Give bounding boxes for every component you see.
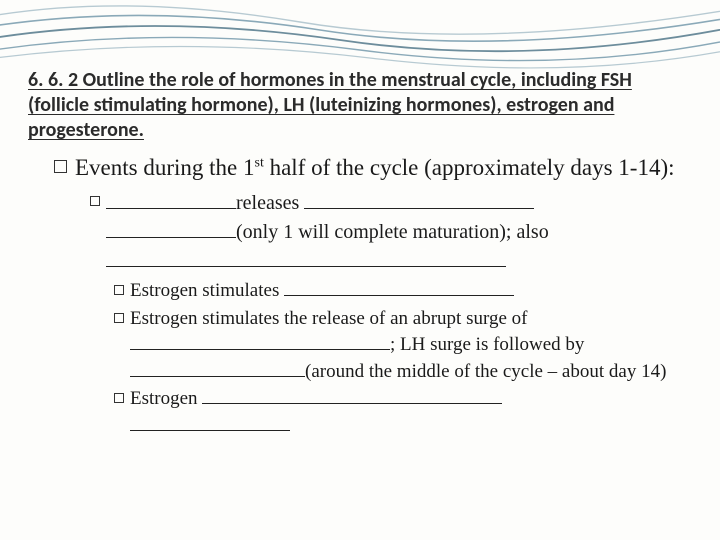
fill-blank [130, 332, 390, 350]
level2-text: releases (only 1 will complete maturatio… [106, 189, 549, 276]
level3-text-c: Estrogen [130, 386, 502, 439]
level3-group: Estrogen stimulates Estrogen stimulates … [114, 278, 692, 440]
l1-post: half of the cycle (approximately days 1-… [264, 155, 675, 180]
level1-text: Events during the 1st half of the cycle … [75, 153, 675, 183]
level3-bullet-c: Estrogen [114, 386, 692, 439]
slide-content: 6. 6. 2 Outline the role of hormones in … [28, 68, 692, 441]
level1-bullet: Events during the 1st half of the cycle … [54, 153, 692, 183]
square-bullet-icon [114, 393, 124, 403]
l3c-text: Estrogen [130, 388, 202, 409]
level3-bullet-a: Estrogen stimulates [114, 278, 692, 305]
l2-only1: (only 1 will complete maturation); also [236, 221, 549, 243]
fill-blank [106, 219, 236, 238]
square-bullet-icon [114, 313, 124, 323]
level3-text-a: Estrogen stimulates [130, 278, 514, 305]
l3b-a: Estrogen stimulates the release of an ab… [130, 308, 527, 329]
square-bullet-icon [114, 285, 124, 295]
square-bullet-icon [54, 160, 67, 173]
fill-blank [130, 413, 290, 431]
fill-blank [130, 359, 305, 377]
fill-blank [202, 386, 502, 404]
l1-pre: Events during the 1 [75, 155, 255, 180]
level3-bullet-b: Estrogen stimulates the release of an ab… [114, 306, 692, 386]
l1-sup: st [255, 155, 264, 170]
l3a-text: Estrogen stimulates [130, 280, 284, 301]
section-heading: 6. 6. 2 Outline the role of hormones in … [28, 68, 692, 143]
fill-blank [106, 190, 236, 209]
decorative-waves [0, 0, 720, 70]
fill-blank [304, 190, 534, 209]
level2-group: releases (only 1 will complete maturatio… [90, 189, 692, 440]
l3b-c: (around the middle of the cycle – about … [305, 361, 666, 382]
fill-blank [106, 248, 506, 267]
level2-bullet: releases (only 1 will complete maturatio… [90, 189, 692, 276]
level3-text-b: Estrogen stimulates the release of an ab… [130, 306, 692, 386]
l3b-b: ; LH surge is followed by [390, 334, 584, 355]
square-bullet-icon [90, 196, 100, 206]
fill-blank [284, 278, 514, 296]
l2-releases: releases [236, 192, 304, 214]
